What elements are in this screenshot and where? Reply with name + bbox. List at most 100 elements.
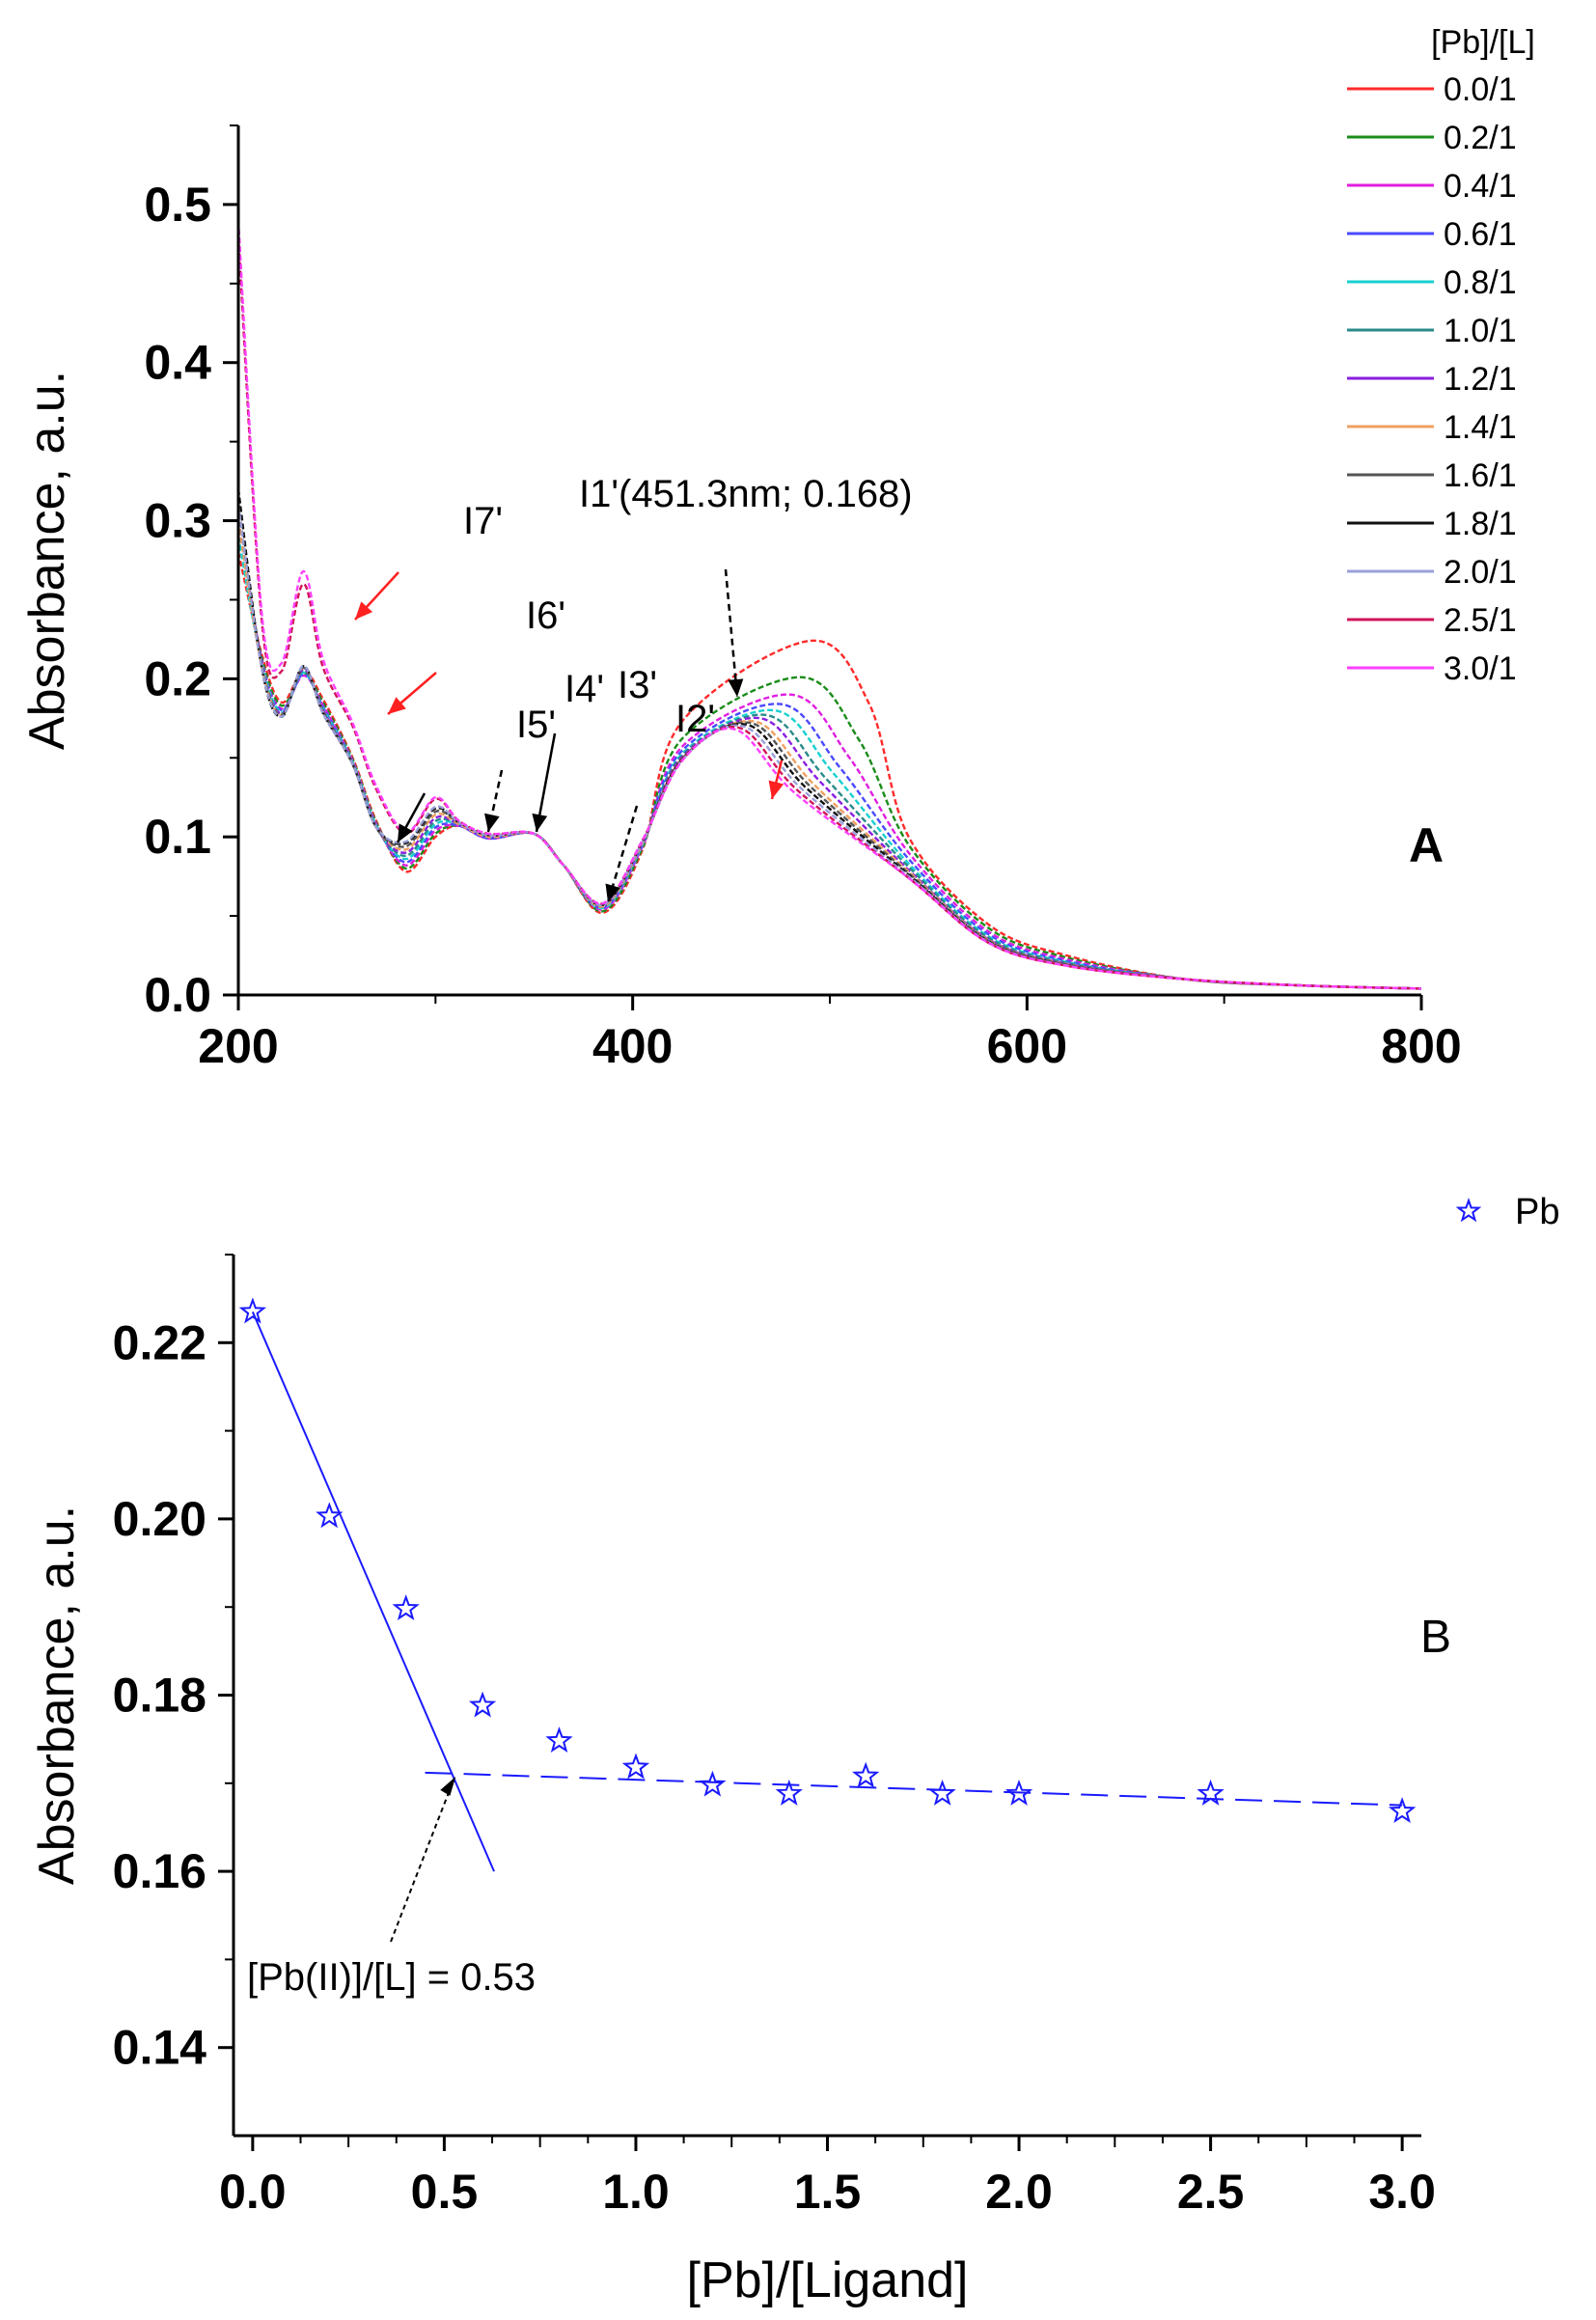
panel-b-points [238,1297,1417,1824]
data-point-star [699,1770,727,1797]
legend-title: [Pb]/[L] [1431,24,1535,61]
data-point-star [1004,1779,1033,1806]
panel-a-spectra-chart: 200 400 600 800 0.0 0.1 0.2 0.3 0.4 0.5 Absorbanc… [19,24,1535,1073]
legend-label-101: 1.0/1 [1444,313,1517,349]
panel-a-y-axis-title: Absorbance, a.u. [19,371,75,750]
a-x-tick-label: 600 [987,1019,1067,1073]
panel-b-axes [232,1255,1421,2138]
spectrum-line-181 [236,488,1422,990]
annotation-i2: I2' [675,698,715,740]
spectrum-line-161 [236,505,1422,990]
spectrum-line-021 [236,536,1422,990]
a-y-tick-label: 0.2 [144,651,211,705]
data-point-star [392,1594,420,1621]
arrow-red-2-head [388,697,406,714]
b-y-tick-label: 0.18 [113,1669,206,1723]
data-point-star [316,1502,344,1529]
b-y-tick-label: 0.20 [113,1492,206,1546]
fit-line-1 [251,1311,495,1872]
a-x-tick-label: 800 [1381,1019,1461,1073]
spectrum-line-101 [236,520,1422,990]
spectrum-line-251 [236,235,1422,990]
a-y-tick-label: 0.4 [144,336,211,390]
panel-b-legend: Pb [1455,1192,1559,1232]
panel-b-ticks: 0.0 0.5 1.0 1.5 2.0 2.5 3.0 0.14 0.16 0.18 0.20 0.2… [113,1254,1436,2219]
b-ratio-arrow [390,1783,454,1943]
arrow-i1 [724,568,739,698]
legend-label-pb: Pb [1515,1192,1559,1232]
legend-label-021: 0.2/1 [1444,120,1517,156]
legend-label-301: 3.0/1 [1444,650,1517,687]
panel-b-label: B [1420,1612,1451,1663]
b-x-tick-label: 3.0 [1368,2165,1436,2219]
b-x-tick-label: 2.0 [985,2165,1053,2219]
data-point-star [852,1761,880,1788]
legend-label-251: 2.5/1 [1444,602,1517,639]
a-x-tick-label: 400 [592,1019,673,1073]
legend-label-001: 0.0/1 [1444,71,1517,108]
panel-b-x-axis-title: [Pb]/[Ligand] [687,2252,969,2308]
data-point-star [1388,1797,1417,1824]
panel-b-fit-lines [251,1311,1403,1872]
legend-label-141: 1.4/1 [1444,409,1517,446]
a-y-tick-label: 0.3 [144,494,211,548]
annotation-i4: I4' [564,668,604,710]
panel-a-series-group [236,220,1422,990]
arrow-i5-head [484,813,500,832]
data-point-star [621,1753,650,1780]
legend-label-121: 1.2/1 [1444,361,1517,398]
annotation-i6: I6' [526,594,565,637]
spectrum-line-001 [236,552,1422,990]
data-point-star [545,1726,573,1754]
arrow-i1-head [728,678,744,697]
spectrum-line-081 [236,536,1422,990]
annotation-i3: I3' [618,664,657,706]
b-x-tick-label: 2.5 [1177,2165,1245,2219]
spectrum-line-121 [236,505,1422,990]
panel-a-legend: [Pb]/[L] 0.0/1 0.2/1 0.4/1 0.6/1 0.8/1 1.0/1 1… [1347,24,1535,687]
data-point-star [238,1297,267,1324]
legend-label-201: 2.0/1 [1444,554,1517,591]
fit-line-2 [425,1771,1403,1807]
arrow-i7-head [398,823,413,842]
arrow-red-3-head [768,780,784,799]
arrow-red-1-head [355,601,373,620]
b-x-tick-label: 1.0 [602,2165,670,2219]
legend-label-041: 0.4/1 [1444,168,1517,205]
spectrum-line-201 [236,505,1422,990]
a-y-tick-label: 0.1 [144,810,211,864]
annotation-i14513nm0168: I1'(451.3nm; 0.168) [579,473,913,515]
b-ratio-arrow-head [440,1776,456,1796]
panel-a-arrows [354,568,784,903]
b-x-tick-label: 1.5 [794,2165,862,2219]
legend-label-181: 1.8/1 [1444,506,1517,542]
a-y-tick-label: 0.5 [144,178,211,232]
panel-b-titration-chart: 0.0 0.5 1.0 1.5 2.0 2.5 3.0 0.14 0.16 0.18 0.20 0.2… [29,1192,1559,2308]
b-y-tick-label: 0.16 [113,1844,206,1898]
legend-label-061: 0.6/1 [1444,216,1517,253]
arrow-i3-head [605,883,620,902]
b-x-tick-label: 0.0 [219,2165,287,2219]
data-point-star [775,1779,803,1806]
panel-a-ticks: 200 400 600 800 0.0 0.1 0.2 0.3 0.4 0.5 [144,124,1462,1073]
legend-label-081: 0.8/1 [1444,264,1517,301]
annotation-i5: I5' [516,704,556,746]
arrow-i4-head [532,813,548,832]
panel-b-y-axis-title: Absorbance, a.u. [29,1505,85,1885]
data-point-star [468,1691,497,1718]
annotation-i7: I7' [463,500,503,542]
spectrum-line-141 [236,520,1422,990]
panel-b-ratio-annotation: [Pb(II)]/[L] = 0.53 [247,1956,536,1999]
spectrum-line-301 [236,220,1422,990]
spectrum-line-061 [236,520,1422,990]
b-y-tick-label: 0.22 [113,1315,206,1369]
b-x-tick-label: 0.5 [411,2165,479,2219]
b-y-tick-label: 0.14 [113,2021,207,2075]
data-point-star [1197,1779,1225,1806]
a-y-tick-label: 0.0 [144,968,211,1022]
data-point-star [928,1779,956,1806]
panel-a-label: A [1409,818,1444,872]
legend-label-161: 1.6/1 [1444,457,1517,494]
legend-star-marker [1455,1197,1482,1223]
